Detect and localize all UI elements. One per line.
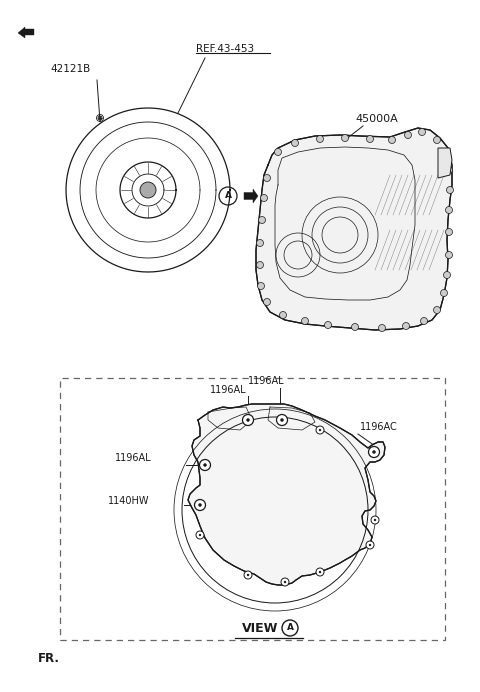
Circle shape xyxy=(256,239,264,246)
Circle shape xyxy=(419,129,425,136)
Circle shape xyxy=(275,149,281,156)
Polygon shape xyxy=(244,189,258,203)
Circle shape xyxy=(257,282,264,289)
Circle shape xyxy=(445,251,453,259)
Circle shape xyxy=(247,419,250,421)
Polygon shape xyxy=(188,404,385,585)
Circle shape xyxy=(196,531,204,539)
Circle shape xyxy=(445,167,453,174)
Circle shape xyxy=(420,318,428,325)
Circle shape xyxy=(261,194,267,201)
Circle shape xyxy=(319,571,321,573)
Text: 1196AC: 1196AC xyxy=(360,422,398,432)
Circle shape xyxy=(316,136,324,143)
Circle shape xyxy=(279,311,287,318)
Bar xyxy=(60,378,445,640)
Circle shape xyxy=(280,419,284,421)
Circle shape xyxy=(341,134,348,141)
Text: 1196AL: 1196AL xyxy=(210,385,247,395)
Circle shape xyxy=(194,500,205,511)
Circle shape xyxy=(371,516,379,524)
Circle shape xyxy=(324,322,332,329)
Circle shape xyxy=(366,541,374,549)
Text: REF.43-453: REF.43-453 xyxy=(196,44,254,54)
Circle shape xyxy=(259,217,265,224)
Circle shape xyxy=(372,450,375,453)
Circle shape xyxy=(199,504,202,507)
Text: VIEW: VIEW xyxy=(242,621,278,635)
Circle shape xyxy=(247,574,249,576)
Circle shape xyxy=(443,149,449,156)
Text: A: A xyxy=(287,623,293,632)
Circle shape xyxy=(405,131,411,138)
Polygon shape xyxy=(18,27,34,38)
Circle shape xyxy=(445,206,453,214)
Circle shape xyxy=(369,544,371,546)
Circle shape xyxy=(319,429,321,431)
Circle shape xyxy=(264,174,271,181)
Circle shape xyxy=(369,446,380,457)
Polygon shape xyxy=(438,148,452,178)
Text: 1196AL: 1196AL xyxy=(115,453,152,463)
Text: A: A xyxy=(225,192,231,201)
Circle shape xyxy=(204,464,206,466)
Circle shape xyxy=(374,519,376,521)
Circle shape xyxy=(403,322,409,329)
Circle shape xyxy=(444,271,451,278)
Circle shape xyxy=(388,136,396,143)
Circle shape xyxy=(367,136,373,143)
Circle shape xyxy=(316,568,324,576)
Circle shape xyxy=(140,182,156,198)
Circle shape xyxy=(256,262,264,268)
Circle shape xyxy=(242,415,253,426)
Text: 42121B: 42121B xyxy=(50,64,90,74)
Text: 1196AL: 1196AL xyxy=(248,376,285,386)
Text: 1140HW: 1140HW xyxy=(108,496,149,506)
Circle shape xyxy=(284,581,286,583)
Circle shape xyxy=(351,323,359,331)
Circle shape xyxy=(281,578,289,586)
Circle shape xyxy=(433,307,441,313)
Circle shape xyxy=(301,318,309,325)
Circle shape xyxy=(98,116,102,120)
Circle shape xyxy=(433,136,441,143)
Text: FR.: FR. xyxy=(38,653,60,666)
Circle shape xyxy=(199,534,201,536)
Polygon shape xyxy=(256,128,452,330)
Circle shape xyxy=(276,415,288,426)
Circle shape xyxy=(441,289,447,296)
Circle shape xyxy=(446,187,454,194)
Circle shape xyxy=(379,325,385,331)
Text: 45000A: 45000A xyxy=(355,114,398,124)
Circle shape xyxy=(244,571,252,579)
Circle shape xyxy=(291,140,299,147)
Circle shape xyxy=(316,426,324,434)
Circle shape xyxy=(200,459,211,471)
Circle shape xyxy=(264,298,271,305)
Circle shape xyxy=(445,228,453,235)
